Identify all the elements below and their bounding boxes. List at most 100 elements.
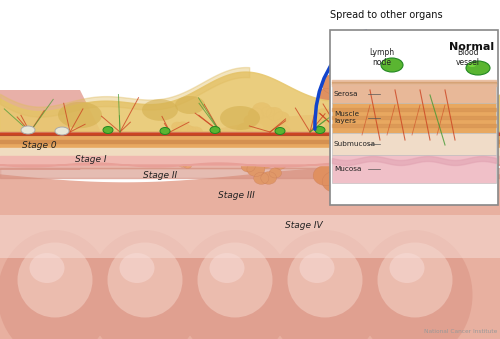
Ellipse shape	[105, 152, 112, 158]
Ellipse shape	[334, 185, 352, 199]
Ellipse shape	[272, 124, 290, 140]
Ellipse shape	[177, 158, 188, 167]
Ellipse shape	[56, 148, 59, 151]
Ellipse shape	[351, 71, 357, 79]
Ellipse shape	[190, 135, 202, 144]
Ellipse shape	[183, 161, 192, 168]
Ellipse shape	[248, 115, 282, 168]
Ellipse shape	[358, 82, 364, 90]
Ellipse shape	[322, 171, 349, 193]
Ellipse shape	[172, 129, 198, 160]
Ellipse shape	[106, 136, 116, 142]
Ellipse shape	[344, 104, 350, 112]
Ellipse shape	[254, 172, 269, 184]
Ellipse shape	[178, 230, 292, 339]
Ellipse shape	[351, 104, 357, 112]
Ellipse shape	[102, 149, 110, 156]
Ellipse shape	[172, 156, 184, 165]
Ellipse shape	[187, 126, 196, 133]
Ellipse shape	[55, 147, 65, 157]
Ellipse shape	[337, 115, 343, 123]
Ellipse shape	[331, 76, 357, 96]
Ellipse shape	[344, 126, 350, 134]
Ellipse shape	[358, 148, 364, 156]
Ellipse shape	[351, 82, 357, 90]
Ellipse shape	[167, 146, 179, 156]
Ellipse shape	[18, 242, 92, 318]
Ellipse shape	[235, 147, 254, 162]
Ellipse shape	[344, 148, 350, 156]
FancyArrowPatch shape	[315, 32, 366, 129]
Ellipse shape	[160, 127, 170, 135]
Ellipse shape	[358, 126, 364, 134]
Ellipse shape	[337, 126, 343, 134]
Ellipse shape	[468, 63, 476, 67]
Polygon shape	[332, 85, 496, 103]
Ellipse shape	[261, 172, 276, 184]
Ellipse shape	[107, 139, 123, 157]
Ellipse shape	[322, 74, 347, 94]
Ellipse shape	[118, 137, 126, 144]
Ellipse shape	[330, 148, 336, 156]
Polygon shape	[332, 103, 496, 133]
Ellipse shape	[351, 115, 357, 123]
Ellipse shape	[300, 253, 334, 283]
Ellipse shape	[170, 130, 180, 138]
Ellipse shape	[382, 60, 390, 64]
Ellipse shape	[166, 153, 181, 164]
Ellipse shape	[274, 112, 289, 124]
Ellipse shape	[58, 145, 64, 149]
Ellipse shape	[198, 242, 272, 318]
Ellipse shape	[337, 104, 343, 112]
Ellipse shape	[330, 104, 336, 112]
Ellipse shape	[351, 126, 357, 134]
Ellipse shape	[103, 126, 113, 134]
Ellipse shape	[104, 137, 112, 143]
Ellipse shape	[279, 136, 294, 148]
Ellipse shape	[351, 148, 357, 156]
Ellipse shape	[54, 154, 58, 157]
Ellipse shape	[337, 137, 343, 145]
Ellipse shape	[142, 99, 178, 121]
Ellipse shape	[337, 82, 343, 90]
Ellipse shape	[172, 122, 183, 131]
Text: Stage IV: Stage IV	[285, 221, 323, 230]
Ellipse shape	[314, 145, 336, 162]
Ellipse shape	[61, 145, 64, 148]
Ellipse shape	[54, 152, 58, 155]
Ellipse shape	[363, 147, 382, 161]
Ellipse shape	[114, 136, 123, 143]
Ellipse shape	[210, 253, 244, 283]
Ellipse shape	[21, 126, 35, 134]
Ellipse shape	[176, 134, 184, 143]
Polygon shape	[330, 70, 366, 165]
Ellipse shape	[288, 242, 362, 318]
Ellipse shape	[337, 93, 343, 101]
Ellipse shape	[330, 82, 336, 90]
Ellipse shape	[280, 150, 291, 160]
Ellipse shape	[253, 123, 264, 138]
Ellipse shape	[358, 71, 364, 79]
Ellipse shape	[120, 145, 126, 151]
Ellipse shape	[121, 150, 126, 154]
Ellipse shape	[247, 162, 265, 177]
Ellipse shape	[88, 230, 202, 339]
Ellipse shape	[324, 89, 372, 180]
Ellipse shape	[358, 91, 378, 107]
Ellipse shape	[354, 78, 369, 89]
Ellipse shape	[358, 104, 364, 112]
Ellipse shape	[358, 230, 472, 339]
Ellipse shape	[55, 155, 60, 159]
Ellipse shape	[248, 108, 264, 120]
Polygon shape	[332, 133, 496, 155]
Ellipse shape	[62, 148, 68, 152]
Ellipse shape	[0, 230, 112, 339]
Ellipse shape	[54, 144, 60, 148]
Ellipse shape	[314, 108, 332, 123]
Ellipse shape	[252, 102, 272, 118]
Ellipse shape	[358, 115, 364, 123]
Ellipse shape	[318, 88, 334, 101]
Ellipse shape	[104, 146, 110, 150]
Ellipse shape	[466, 61, 490, 75]
Ellipse shape	[110, 157, 116, 161]
